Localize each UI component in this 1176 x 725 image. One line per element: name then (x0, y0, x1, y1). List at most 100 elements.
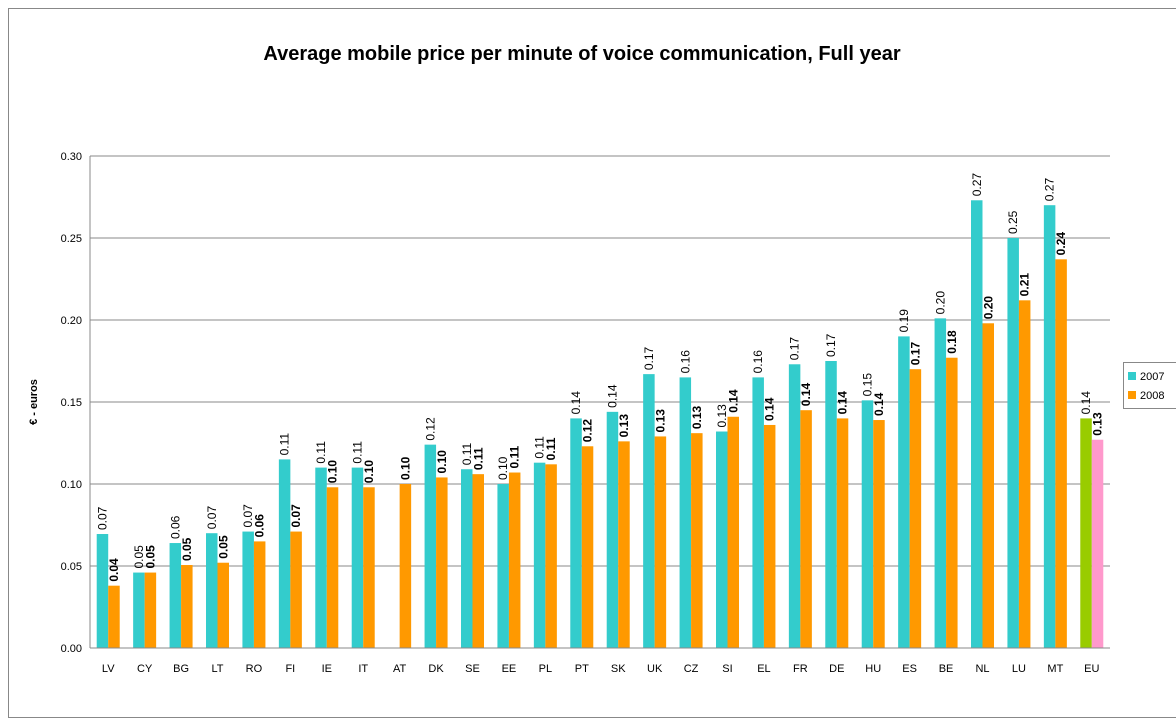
data-label: 0.14 (605, 384, 619, 408)
data-label: 0.11 (533, 436, 547, 459)
bar (861, 400, 874, 648)
bar (472, 474, 484, 648)
x-tick-label: FI (285, 663, 295, 675)
x-tick-label: RO (246, 663, 263, 675)
bar (643, 374, 655, 648)
x-tick-label: CY (137, 663, 153, 675)
x-tick-label: BE (939, 663, 954, 675)
bar (1080, 418, 1092, 648)
x-tick-label: EU (1084, 663, 1099, 675)
bar (946, 357, 958, 648)
bar (581, 446, 594, 648)
x-tick-label: PT (575, 663, 589, 675)
legend-label: 2008 (1140, 390, 1164, 402)
data-label: 0.12 (423, 417, 437, 441)
data-label: 0.16 (751, 350, 765, 374)
bar (825, 361, 837, 648)
data-label: 0.11 (471, 447, 485, 470)
data-label: 0.17 (908, 342, 922, 366)
x-tick-label: HU (865, 663, 881, 675)
bar (363, 487, 375, 648)
bar (424, 444, 437, 648)
data-label: 0.05 (132, 545, 146, 569)
bar (1043, 205, 1056, 648)
x-tick-label: AT (393, 663, 407, 675)
data-label: 0.17 (642, 346, 656, 370)
x-tick-label: DE (829, 663, 844, 675)
bar (606, 411, 619, 648)
bar (533, 462, 546, 648)
bar (144, 572, 157, 648)
bar (1007, 238, 1019, 648)
data-label: 0.07 (95, 506, 109, 530)
data-label: 0.13 (617, 414, 631, 438)
legend-box (1123, 362, 1176, 409)
bar (108, 585, 120, 648)
x-tick-label: BG (173, 663, 189, 675)
y-tick-label: 0.25 (61, 233, 82, 245)
x-tick-label: PL (539, 663, 552, 675)
data-label: 0.15 (860, 373, 874, 397)
y-tick-label: 0.30 (61, 151, 82, 163)
bar (800, 410, 812, 648)
x-tick-label: CZ (684, 663, 699, 675)
data-label: 0.24 (1054, 232, 1068, 256)
bar (206, 533, 218, 648)
x-tick-label: IT (358, 663, 368, 675)
data-label: 0.25 (1006, 210, 1020, 234)
data-label: 0.13 (653, 409, 667, 433)
bar (1091, 439, 1104, 648)
bar (727, 416, 739, 648)
data-label: 0.21 (1018, 273, 1032, 297)
bar (836, 418, 849, 648)
data-label: 0.11 (508, 446, 522, 469)
bar (253, 541, 266, 648)
x-tick-label: UK (647, 663, 663, 675)
data-label: 0.20 (933, 291, 947, 315)
x-tick-label: DK (428, 663, 444, 675)
x-tick-label: EL (757, 663, 770, 675)
bar (278, 459, 291, 648)
data-label: 0.14 (726, 389, 740, 413)
bar (181, 565, 193, 648)
bar (242, 531, 254, 648)
data-label: 0.19 (897, 309, 911, 333)
legend-swatch (1128, 391, 1136, 399)
bar (971, 200, 983, 648)
data-label: 0.07 (289, 504, 303, 528)
x-tick-label: SI (722, 663, 732, 675)
x-tick-label: SE (465, 663, 480, 675)
y-tick-label: 0.05 (61, 561, 82, 573)
bar (217, 562, 229, 648)
data-label: 0.14 (872, 392, 886, 416)
bar (788, 364, 801, 648)
y-tick-label: 0.15 (61, 397, 82, 409)
data-label: 0.11 (544, 437, 558, 460)
data-label: 0.18 (945, 330, 959, 354)
x-tick-label: MT (1047, 663, 1063, 675)
data-label: 0.17 (824, 333, 838, 357)
x-tick-label: SK (611, 663, 626, 675)
data-label: 0.10 (496, 456, 510, 480)
bar (290, 531, 302, 648)
bar (1055, 259, 1067, 648)
bar (169, 543, 182, 648)
bar (716, 431, 728, 648)
bar (399, 484, 412, 648)
data-label: 0.20 (981, 296, 995, 320)
bar (96, 534, 109, 648)
bar (461, 469, 473, 648)
data-label: 0.11 (314, 441, 328, 464)
chart-title: Average mobile price per minute of voice… (263, 43, 900, 65)
data-label: 0.13 (715, 404, 729, 428)
bar (497, 484, 509, 648)
bar (508, 472, 521, 648)
bar (326, 487, 339, 648)
legend-swatch (1128, 372, 1136, 380)
data-label: 0.10 (326, 460, 340, 484)
data-label: 0.17 (788, 337, 802, 361)
data-label: 0.12 (581, 419, 595, 443)
data-label: 0.07 (241, 504, 255, 528)
x-tick-label: FR (793, 663, 808, 675)
